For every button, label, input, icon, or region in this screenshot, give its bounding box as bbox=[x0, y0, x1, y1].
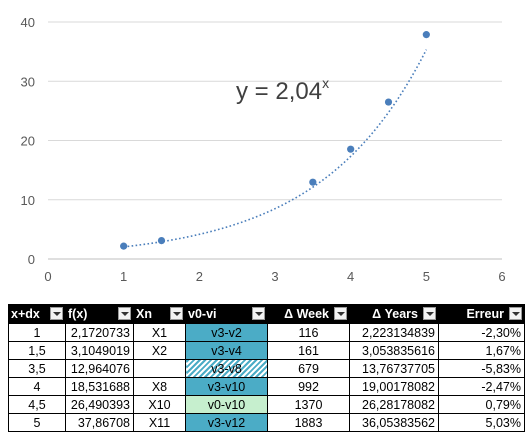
table-cell[interactable]: X10 bbox=[133, 395, 186, 414]
filter-dropdown-button[interactable] bbox=[170, 307, 183, 320]
table-cell[interactable] bbox=[133, 359, 186, 378]
data-point bbox=[120, 242, 128, 250]
table-row: 5 37,86708 X11 v3-v12 1883 36,05383562 5,03% bbox=[8, 413, 525, 432]
y-tick-label: 0 bbox=[28, 252, 35, 267]
column-header-label: v0-vi bbox=[188, 307, 217, 321]
column-header: Δ Week bbox=[267, 304, 350, 324]
column-header: v0-vi bbox=[185, 304, 268, 324]
table-cell[interactable]: v3-v12 bbox=[185, 413, 268, 432]
table-cell[interactable]: 1,67% bbox=[438, 341, 525, 360]
filter-dropdown-button[interactable] bbox=[50, 307, 63, 320]
table-cell[interactable]: 36,05383562 bbox=[349, 413, 439, 432]
table-cell[interactable]: 18,531688 bbox=[65, 377, 134, 396]
data-point bbox=[384, 98, 393, 106]
table-cell[interactable]: 1,5 bbox=[8, 341, 66, 360]
table-cell[interactable]: -2,30% bbox=[438, 323, 525, 342]
x-tick-label: 1 bbox=[120, 269, 127, 284]
column-header: Xn bbox=[133, 304, 186, 324]
table-row: 1 2,1720733 X1 v3-v2 116 2,223134839 -2,30% bbox=[8, 323, 525, 342]
table-cell[interactable]: 1 bbox=[8, 323, 66, 342]
table-cell[interactable]: 37,86708 bbox=[65, 413, 134, 432]
y-tick-label: 10 bbox=[21, 193, 35, 208]
table-cell[interactable]: -5,83% bbox=[438, 359, 525, 378]
filter-dropdown-button[interactable] bbox=[509, 307, 522, 320]
table-row: 4 18,531688 X8 v3-v10 992 19,00178082 -2,47% bbox=[8, 377, 525, 396]
filter-dropdown-button[interactable] bbox=[334, 307, 347, 320]
column-header-label: x+dx bbox=[11, 307, 40, 321]
table-cell[interactable]: 0,79% bbox=[438, 395, 525, 414]
column-header-label: Xn bbox=[136, 307, 152, 321]
column-header-label: Erreur bbox=[466, 307, 504, 321]
table-cell[interactable]: X11 bbox=[133, 413, 186, 432]
table-cell[interactable]: X8 bbox=[133, 377, 186, 396]
data-point bbox=[157, 237, 166, 245]
table-cell[interactable]: 26,490393 bbox=[65, 395, 134, 414]
table-cell[interactable]: 26,28178082 bbox=[349, 395, 439, 414]
table-row: 3,5 12,964076 v3-v8 679 13,76737705 -5,83% bbox=[8, 359, 525, 378]
table-cell[interactable]: 4 bbox=[8, 377, 66, 396]
data-point bbox=[347, 145, 355, 153]
table-row: 4,5 26,490393 X10 v0-v10 1370 26,28178082 0,79… bbox=[8, 395, 525, 414]
table-cell[interactable]: v3-v10 bbox=[185, 377, 268, 396]
table-cell[interactable]: 19,00178082 bbox=[349, 377, 439, 396]
table-cell[interactable]: 3,5 bbox=[8, 359, 66, 378]
x-tick-label: 0 bbox=[44, 269, 51, 284]
table-cell[interactable]: 2,1720733 bbox=[65, 323, 134, 342]
column-header-label: f(x) bbox=[68, 307, 88, 321]
table-cell[interactable]: -2,47% bbox=[438, 377, 525, 396]
table-header-row: x+dx f(x) Xn v0-vi Δ Week Δ Years Erreur bbox=[8, 304, 525, 324]
table-cell[interactable]: v3-v8 bbox=[185, 359, 268, 378]
x-tick-label: 3 bbox=[271, 269, 278, 284]
equation-exponent: x bbox=[322, 75, 330, 91]
y-tick-label: 30 bbox=[21, 74, 35, 89]
x-tick-label: 4 bbox=[347, 269, 354, 284]
table-cell[interactable]: X1 bbox=[133, 323, 186, 342]
table-cell[interactable]: 13,76737705 bbox=[349, 359, 439, 378]
x-tick-label: 2 bbox=[196, 269, 203, 284]
table-cell[interactable]: 161 bbox=[267, 341, 350, 360]
column-header: x+dx bbox=[8, 304, 66, 324]
trendline-equation: y = 2,04x bbox=[236, 75, 330, 106]
table-cell[interactable]: 12,964076 bbox=[65, 359, 134, 378]
column-header: Erreur bbox=[438, 304, 525, 324]
table-cell[interactable]: v0-v10 bbox=[185, 395, 268, 414]
table-cell[interactable]: 4,5 bbox=[8, 395, 66, 414]
table-cell[interactable]: 1370 bbox=[267, 395, 350, 414]
table-cell[interactable]: 5 bbox=[8, 413, 66, 432]
column-header-label: Δ Years bbox=[372, 307, 418, 321]
filter-dropdown-button[interactable] bbox=[118, 307, 131, 320]
y-tick-label: 40 bbox=[21, 15, 35, 30]
column-header-label: Δ Week bbox=[284, 307, 329, 321]
data-table: x+dx f(x) Xn v0-vi Δ Week Δ Years Erreur 1 2,17… bbox=[8, 304, 525, 432]
data-point bbox=[422, 31, 430, 39]
filter-dropdown-button[interactable] bbox=[252, 307, 265, 320]
table-cell[interactable]: 1883 bbox=[267, 413, 350, 432]
x-tick-label: 5 bbox=[423, 269, 430, 284]
y-tick-label: 20 bbox=[21, 134, 35, 149]
chart-area: 0 10 20 30 40 0 1 2 3 4 5 6 y = 2,04x bbox=[21, 15, 506, 284]
table-cell[interactable]: 3,053835616 bbox=[349, 341, 439, 360]
table-cell[interactable]: 3,1049019 bbox=[65, 341, 134, 360]
data-point bbox=[309, 178, 317, 186]
table-cell[interactable]: 2,223134839 bbox=[349, 323, 439, 342]
column-header: Δ Years bbox=[349, 304, 439, 324]
scatter-chart: 0 10 20 30 40 0 1 2 3 4 5 6 bbox=[21, 15, 506, 284]
table-cell[interactable]: X2 bbox=[133, 341, 186, 360]
table-cell[interactable]: 116 bbox=[267, 323, 350, 342]
table-cell[interactable]: 679 bbox=[267, 359, 350, 378]
table-cell[interactable]: 5,03% bbox=[438, 413, 525, 432]
x-tick-label: 6 bbox=[498, 269, 505, 284]
table-cell[interactable]: v3-v4 bbox=[185, 341, 268, 360]
table-row: 1,5 3,1049019 X2 v3-v4 161 3,053835616 1,67% bbox=[8, 341, 525, 360]
column-header: f(x) bbox=[65, 304, 134, 324]
trendline bbox=[123, 49, 428, 248]
equation-text: y = 2,04 bbox=[236, 78, 323, 105]
table-cell[interactable]: v3-v2 bbox=[185, 323, 268, 342]
table-cell[interactable]: 992 bbox=[267, 377, 350, 396]
filter-dropdown-button[interactable] bbox=[423, 307, 436, 320]
